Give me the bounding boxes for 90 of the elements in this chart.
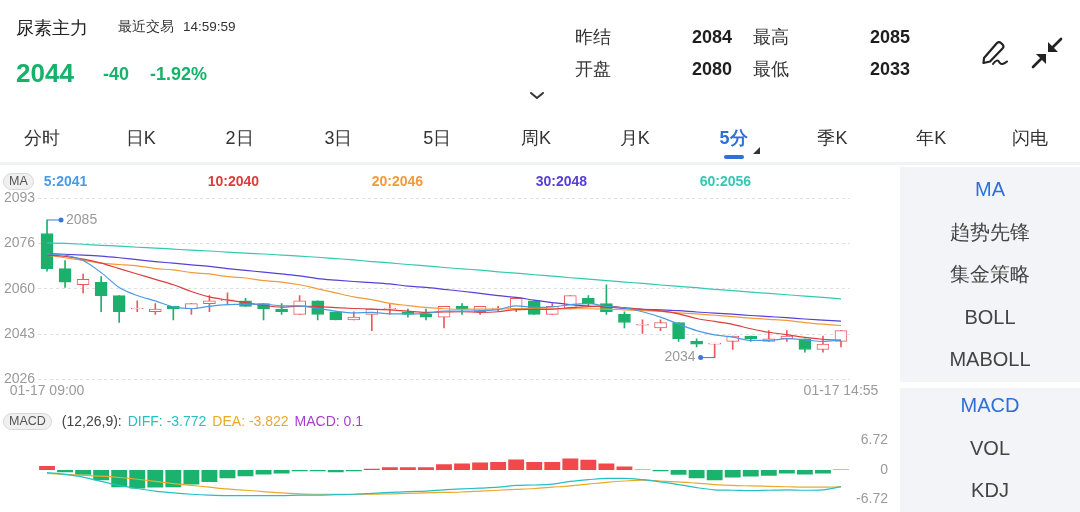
text: 最低 [753, 58, 789, 80]
y-tick-label: 2043 [4, 324, 36, 341]
bar [381, 467, 398, 470]
bar [706, 470, 723, 481]
text: 3日 [324, 128, 353, 148]
bar [237, 470, 254, 477]
bar [57, 470, 74, 473]
text: 月K [619, 128, 650, 148]
text: 60:2056 [699, 173, 752, 189]
bar [688, 470, 705, 479]
text: DEA: -3.822 [212, 413, 289, 429]
text: 尿素主力 [16, 17, 88, 39]
text: 最近交易 [118, 19, 174, 35]
bar [436, 464, 452, 470]
bar [472, 462, 489, 470]
text: MA [975, 178, 1005, 200]
bar [418, 467, 434, 470]
bar [724, 470, 741, 478]
text: 年K [916, 128, 947, 148]
y-tick-label: -6.72 [856, 490, 889, 507]
y-tick-label: 2076 [4, 234, 36, 251]
text: 5日 [423, 128, 452, 148]
bar [796, 470, 813, 475]
bar [201, 470, 218, 482]
text: 开盘 [575, 58, 611, 80]
text: 5分 [719, 128, 748, 148]
bar [580, 459, 597, 470]
y-tick-label: 6.72 [860, 431, 889, 448]
text: 2033 [870, 58, 911, 80]
annotation: 2085 [66, 210, 98, 227]
text: 2085 [870, 26, 911, 48]
bar [490, 462, 507, 470]
bar [165, 470, 182, 488]
chart-subtitle: (12,26,9): [61, 413, 122, 430]
text: MABOLL [949, 348, 1031, 371]
legend-title: MA [3, 173, 34, 190]
text: BOLL [964, 305, 1016, 328]
text: MACD [960, 394, 1020, 416]
bar [454, 463, 470, 470]
bar [183, 470, 200, 485]
text: VOL [969, 436, 1011, 459]
text: 30:2048 [535, 173, 588, 189]
bar [598, 463, 615, 470]
text: 2044 [16, 58, 74, 88]
bar [273, 470, 290, 474]
text: 集金策略 [950, 263, 1030, 286]
text: 5:2041 [43, 173, 88, 189]
text: 趋势先锋 [950, 220, 1030, 243]
bar [814, 470, 831, 474]
text: 10:2040 [207, 173, 260, 189]
text: 分时 [24, 128, 60, 148]
text: -1.92% [150, 63, 208, 85]
text: 闪电 [1012, 128, 1048, 148]
y-tick-label: 2060 [4, 279, 36, 296]
bar [544, 462, 561, 470]
text: 最高 [753, 26, 789, 48]
text: DIFF: -3.772 [127, 413, 207, 429]
text: 周K [520, 128, 551, 148]
bar [399, 467, 416, 470]
text: MACD: 0.1 [294, 413, 364, 429]
bar [327, 470, 344, 473]
annotation: 2034 [664, 348, 696, 365]
text: 20:2046 [371, 173, 424, 189]
bar [39, 466, 55, 470]
bar [562, 458, 579, 470]
bar [219, 470, 236, 479]
y-tick-label: 0 [880, 460, 889, 477]
text: 季K [817, 128, 848, 148]
bar [670, 470, 687, 475]
candlestick [130, 300, 144, 313]
text: KDJ [971, 479, 1009, 502]
bar [760, 470, 777, 476]
text: -40 [103, 63, 130, 85]
bar [778, 470, 795, 474]
legend-title: MACD [3, 413, 52, 430]
text: 2日 [225, 128, 254, 148]
text: 昨结 [575, 26, 611, 48]
y-tick-label: 2093 [4, 189, 36, 206]
bar [742, 470, 759, 477]
x-tick-label: 01-17 09:00 [9, 382, 85, 399]
bar [526, 462, 543, 470]
x-tick-label: 01-17 14:55 [803, 382, 879, 399]
bar [616, 466, 633, 470]
text: 2084 [692, 26, 733, 48]
bar [75, 470, 92, 475]
text: 2080 [692, 58, 733, 80]
bar [508, 459, 525, 470]
text: 14:59:59 [183, 19, 236, 35]
bar [147, 470, 164, 488]
text: 日K [125, 128, 156, 148]
